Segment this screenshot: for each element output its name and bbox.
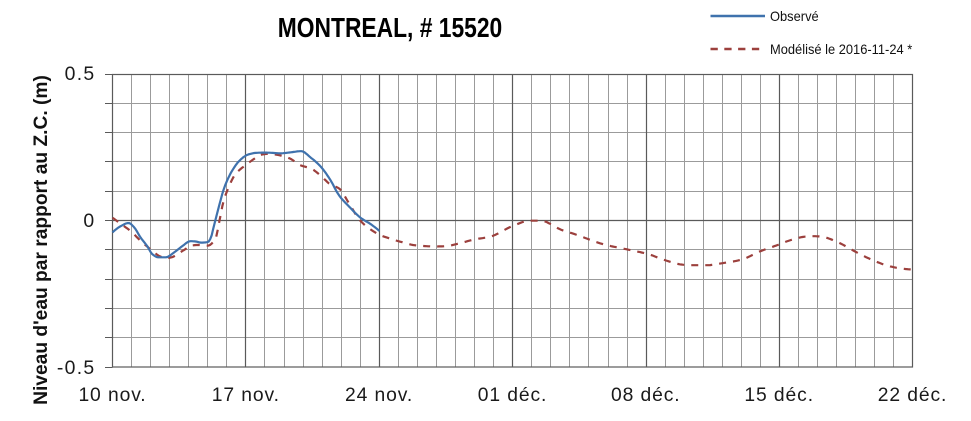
svg-text:Niveau d'eau par rapport au Z.: Niveau d'eau par rapport au Z.C. (m)	[31, 75, 52, 405]
